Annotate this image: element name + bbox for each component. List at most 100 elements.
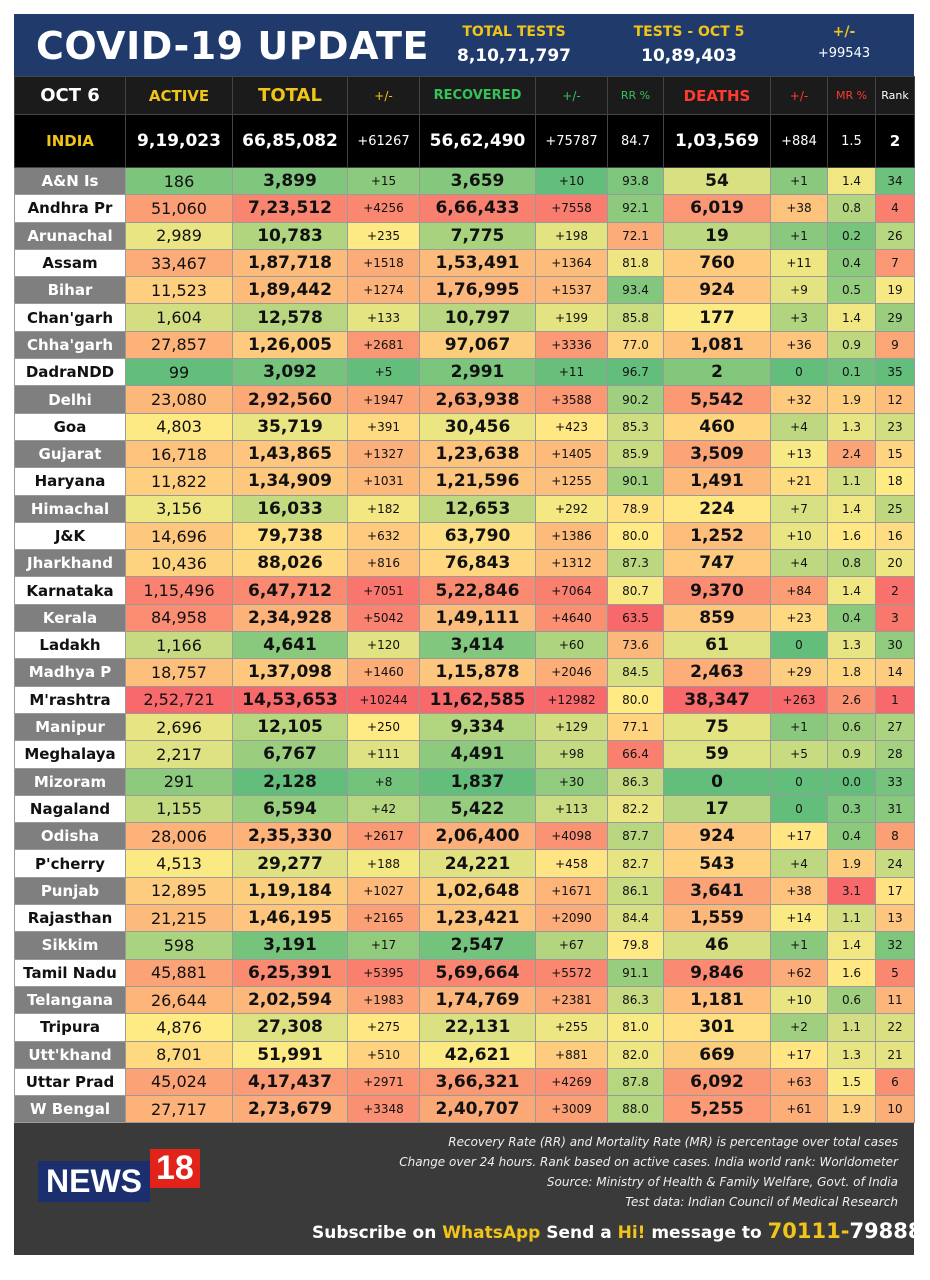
total-cases: 12,105: [232, 712, 348, 742]
recovered: 97,067: [419, 330, 536, 360]
rank: 22: [875, 1013, 915, 1042]
deaths-change: +38: [770, 876, 828, 906]
state-name: Nagaland: [14, 794, 126, 824]
state-name: Kerala: [14, 603, 126, 633]
total-change: +42: [347, 794, 420, 824]
mortality-rate: 1.3: [827, 1040, 876, 1069]
deaths: 17: [663, 794, 771, 824]
rank: 18: [875, 467, 915, 496]
rank: 6: [875, 1067, 915, 1097]
recovered-change: +60: [535, 631, 608, 660]
recovery-rate: 93.4: [607, 276, 664, 305]
total-cases: 1,37,098: [232, 658, 348, 687]
rank: 7: [875, 248, 915, 278]
deaths-change: +38: [770, 194, 828, 223]
daily-tests-label: TESTS - OCT 5: [633, 24, 745, 40]
mortality-rate: 1.4: [827, 931, 876, 960]
total-cases: 1,87,718: [232, 248, 348, 278]
table-row: Karnataka 1,15,496 6,47,712 +7051 5,22,846 +7…: [14, 576, 915, 605]
footer-note-tests: Test data: Indian Council of Medical Res…: [625, 1195, 898, 1210]
page-title: COVID-19 UPDATE: [36, 24, 429, 68]
deaths: 0: [663, 767, 771, 796]
recovery-rate: 91.1: [607, 958, 664, 987]
deaths-change: +63: [770, 1067, 828, 1097]
deaths-change: +4: [770, 412, 828, 441]
total-cases: 1,19,184: [232, 876, 348, 906]
rank: 34: [875, 166, 915, 196]
rank: 2: [875, 576, 915, 605]
active-cases: 14,696: [125, 521, 233, 551]
mortality-rate: 1.5: [827, 1067, 876, 1097]
rank-header: Rank: [875, 76, 915, 115]
recovery-rate: 96.7: [607, 358, 664, 387]
total-cases: 51,991: [232, 1040, 348, 1069]
deaths-change: +263: [770, 685, 828, 714]
total-change: +1983: [347, 985, 420, 1015]
total-cases: 3,191: [232, 931, 348, 960]
rank: 16: [875, 521, 915, 551]
deaths: 224: [663, 494, 771, 523]
recovery-rate: 86.1: [607, 876, 664, 906]
table-row: Utt'khand 8,701 51,991 +510 42,621 +881 82.0 66…: [14, 1040, 915, 1069]
mortality-rate: 1.4: [827, 576, 876, 605]
table-row: Gujarat 16,718 1,43,865 +1327 1,23,638 +1405 8…: [14, 439, 915, 469]
state-name: Arunachal: [14, 221, 126, 250]
total-change: +5042: [347, 603, 420, 633]
date-header: OCT 6: [14, 76, 126, 115]
total-header: TOTAL: [232, 76, 348, 115]
total-cases: 3,899: [232, 166, 348, 196]
tests-change-block: +/- +99543: [804, 24, 884, 61]
total-cases: 1,26,005: [232, 330, 348, 360]
rank: 13: [875, 904, 915, 933]
rank: 24: [875, 849, 915, 878]
deaths: 859: [663, 603, 771, 633]
total-change: +17: [347, 931, 420, 960]
deaths-change: +7: [770, 494, 828, 523]
active-cases: 11,822: [125, 467, 233, 496]
deaths: 460: [663, 412, 771, 441]
deaths-change: +4: [770, 849, 828, 878]
recovered-change: +4269: [535, 1067, 608, 1097]
total-cases: 2,02,594: [232, 985, 348, 1015]
state-name: Utt'khand: [14, 1040, 126, 1069]
deaths: 75: [663, 712, 771, 742]
state-name: A&N Is: [14, 166, 126, 196]
state-name: Goa: [14, 412, 126, 441]
mortality-rate: 2.6: [827, 685, 876, 714]
recovery-rate: 82.7: [607, 849, 664, 878]
recovered-change: +4640: [535, 603, 608, 633]
rank: 27: [875, 712, 915, 742]
deaths: 669: [663, 1040, 771, 1069]
recovered: 12,653: [419, 494, 536, 523]
recovery-rate: 85.9: [607, 439, 664, 469]
india-active: 9,19,023: [125, 114, 233, 168]
total-cases: 6,767: [232, 740, 348, 769]
mortality-rate: 0.0: [827, 767, 876, 796]
rank: 23: [875, 412, 915, 441]
active-cases: 45,024: [125, 1067, 233, 1097]
state-name: Chan'garh: [14, 303, 126, 332]
india-mr: 1.5: [827, 114, 876, 168]
total-cases: 12,578: [232, 303, 348, 332]
table-row: Chha'garh 27,857 1,26,005 +2681 97,067 +3336 7…: [14, 330, 915, 360]
total-change: +250: [347, 712, 420, 742]
footer-note-source: Source: Ministry of Health & Family Welf…: [546, 1175, 898, 1190]
phone-suffix: 79888: [849, 1219, 923, 1244]
recovery-rate: 78.9: [607, 494, 664, 523]
table-row: Ladakh 1,166 4,641 +120 3,414 +60 73.6 61 0 1.3 30: [14, 631, 915, 660]
mortality-rate: 0.1: [827, 358, 876, 387]
active-cases: 1,155: [125, 794, 233, 824]
total-change: +632: [347, 521, 420, 551]
mortality-rate: 0.4: [827, 248, 876, 278]
total-change: +188: [347, 849, 420, 878]
state-name: M'rashtra: [14, 685, 126, 714]
footer-note-rates: Recovery Rate (RR) and Mortality Rate (M…: [448, 1135, 898, 1150]
table-row: W Bengal 27,717 2,73,679 +3348 2,40,707 +3009…: [14, 1095, 915, 1124]
state-name: DadraNDD: [14, 358, 126, 387]
state-name: Odisha: [14, 822, 126, 851]
rank: 33: [875, 767, 915, 796]
deaths: 6,092: [663, 1067, 771, 1097]
deaths: 61: [663, 631, 771, 660]
recovery-rate: 90.1: [607, 467, 664, 496]
recovery-rate: 93.8: [607, 166, 664, 196]
